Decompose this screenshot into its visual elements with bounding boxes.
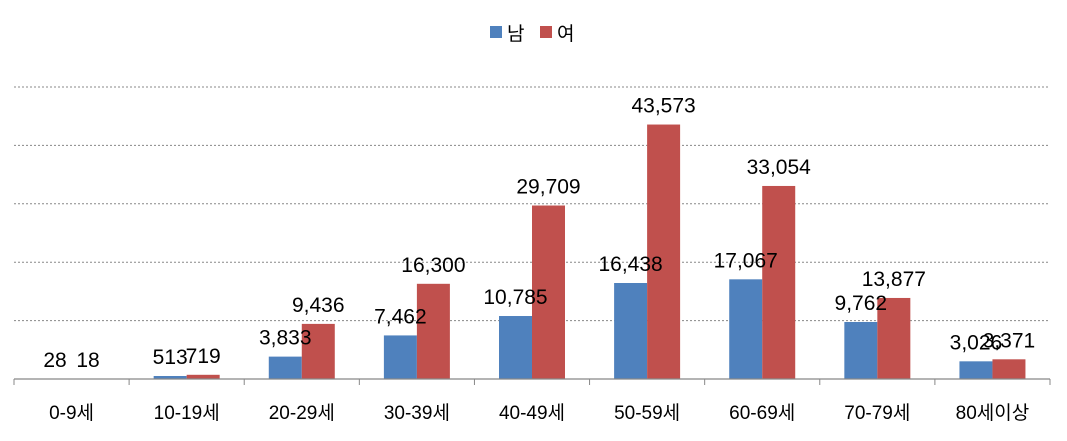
data-label: 13,877 bbox=[862, 268, 926, 291]
bar-female bbox=[532, 205, 565, 379]
data-label: 29,709 bbox=[516, 175, 580, 198]
data-label: 43,573 bbox=[631, 95, 695, 118]
bar-male bbox=[959, 361, 993, 379]
bars bbox=[38, 124, 1026, 380]
x-tick-labels: 0-9세 10-19세 20-29세 30-39세 40-49세 50-59세 60-69세… bbox=[49, 402, 1029, 424]
data-label: 7,462 bbox=[374, 305, 427, 328]
bar-male bbox=[383, 335, 417, 379]
data-label: 33,054 bbox=[747, 156, 812, 179]
bar-female bbox=[992, 359, 1026, 379]
x-tick-label: 50-59세 bbox=[614, 402, 680, 424]
data-label: 513 bbox=[153, 346, 188, 369]
x-tick-label: 70-79세 bbox=[844, 402, 910, 424]
bar-male bbox=[153, 376, 187, 379]
legend-label: 남 bbox=[507, 23, 524, 45]
data-labels: 28 513 3,833 7,462 10,785 16,438 17,067 9,762 3,… bbox=[43, 95, 1035, 372]
x-tick-label: 10-19세 bbox=[154, 402, 220, 424]
bar-male bbox=[844, 321, 878, 379]
bar-female bbox=[762, 185, 796, 379]
data-label: 9,762 bbox=[835, 292, 888, 315]
data-label: 9,436 bbox=[292, 294, 345, 317]
x-tick-label: 40-49세 bbox=[499, 402, 565, 424]
x-tick-label: 30-39세 bbox=[384, 402, 450, 424]
data-label: 18 bbox=[76, 349, 99, 372]
data-label: 719 bbox=[186, 345, 221, 368]
data-label: 16,438 bbox=[598, 253, 662, 276]
bar-female bbox=[416, 283, 450, 379]
data-label: 17,067 bbox=[714, 249, 778, 272]
data-label: 16,300 bbox=[401, 254, 465, 277]
axes bbox=[13, 378, 1051, 385]
legend-swatch bbox=[540, 26, 552, 38]
x-tick-label: 60-69세 bbox=[729, 402, 795, 424]
bar-male bbox=[268, 356, 302, 379]
data-label: 3,833 bbox=[259, 327, 312, 350]
x-tick-label: 20-29세 bbox=[269, 402, 335, 424]
data-label: 10,785 bbox=[483, 286, 547, 309]
bar-female bbox=[647, 124, 681, 379]
data-label: 3,026 bbox=[950, 331, 1003, 354]
data-label: 3,371 bbox=[983, 329, 1036, 352]
x-tick-label: 0-9세 bbox=[49, 402, 94, 424]
data-label: 28 bbox=[43, 349, 66, 372]
legend-label: 여 bbox=[557, 23, 574, 45]
bar-female bbox=[186, 374, 220, 379]
bar-male bbox=[499, 316, 532, 379]
bar-male bbox=[614, 283, 648, 379]
bar-male bbox=[729, 279, 763, 379]
bar-female bbox=[301, 323, 335, 379]
legend-swatch bbox=[490, 26, 502, 38]
bar-female bbox=[877, 297, 911, 379]
x-tick-label: 80세이상 bbox=[956, 402, 1030, 424]
